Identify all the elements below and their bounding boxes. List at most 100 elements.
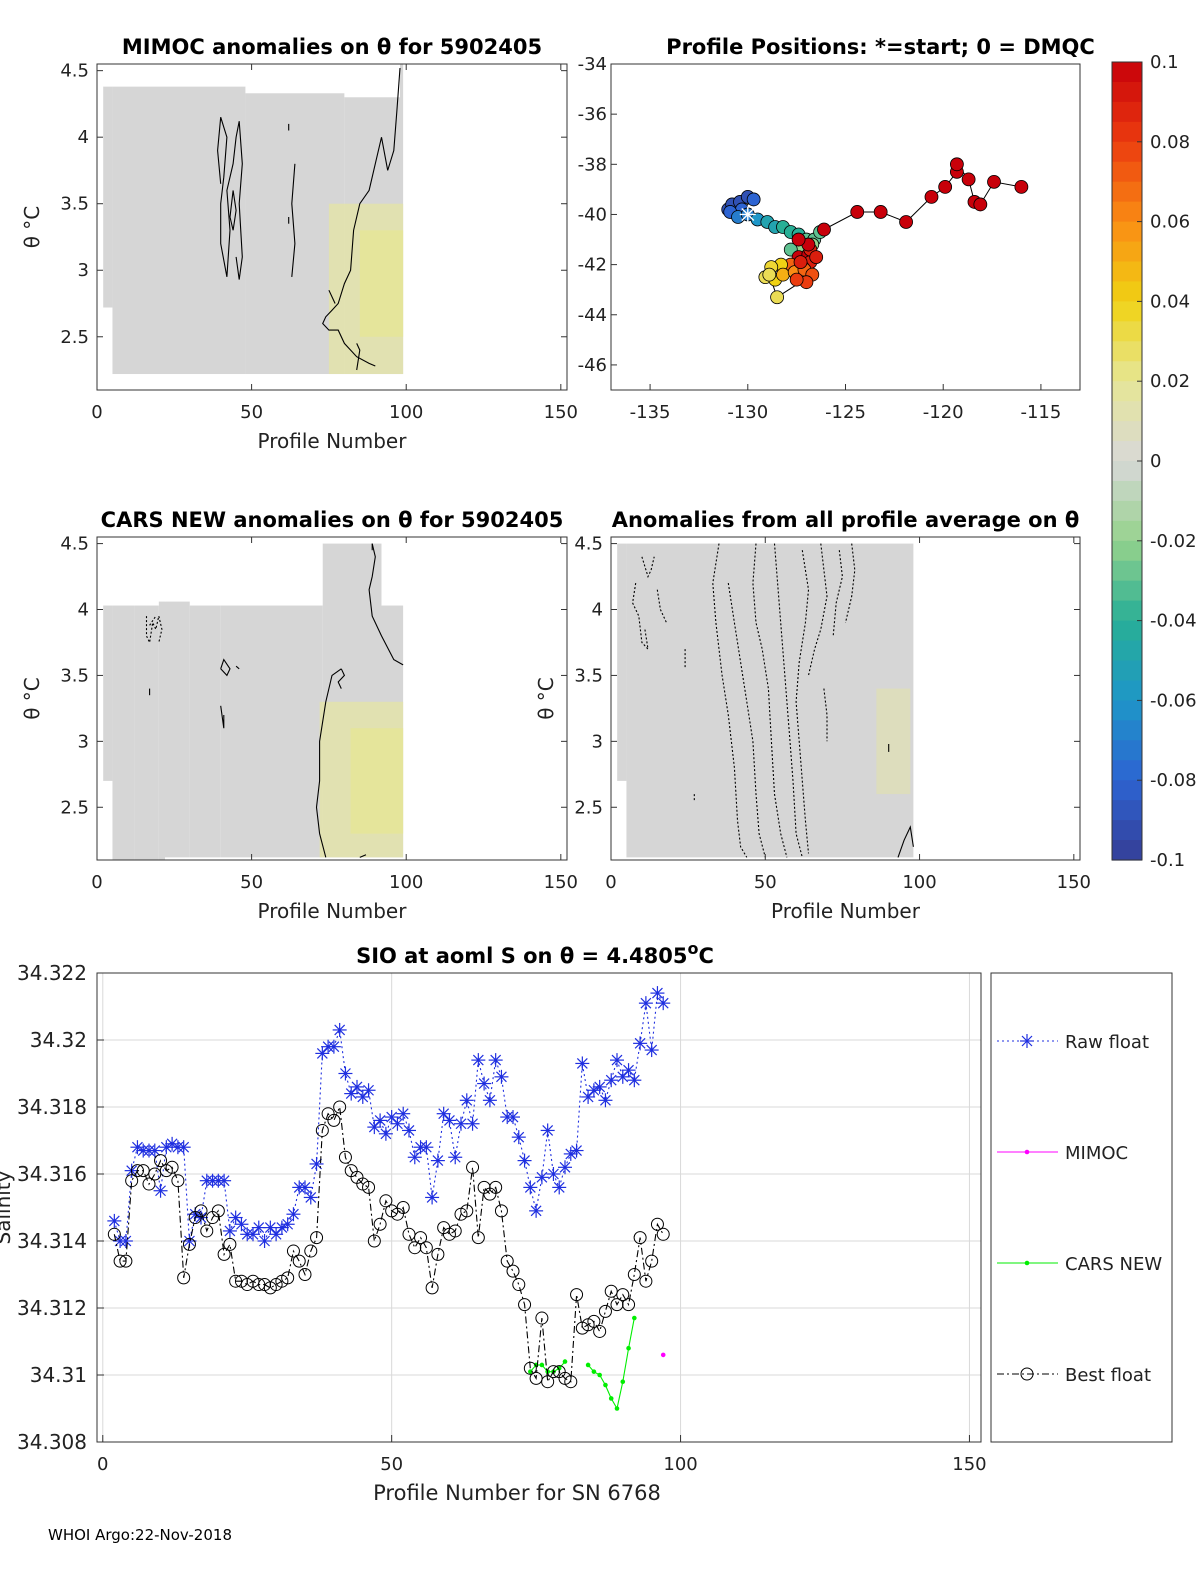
x-axis-label: Profile Number for SN 6768: [373, 1481, 661, 1505]
series-line: [113, 1104, 664, 1384]
raw-float-point: [257, 1234, 272, 1248]
raw-float-point-stroke: [155, 1185, 166, 1197]
raw-float-point-stroke: [357, 1091, 369, 1103]
profile-position-point: [850, 205, 865, 219]
x-axis-label: Profile Number: [771, 899, 921, 923]
best-float-point: [650, 1217, 664, 1231]
best-float-point: [142, 1177, 156, 1191]
colorbar-cell: [1112, 81, 1142, 103]
colorbar-cell: [1112, 261, 1142, 283]
colorbar-cell: [1112, 560, 1142, 582]
x-tick-label: 150: [1057, 872, 1091, 893]
y-tick-label: 34.308: [17, 1430, 87, 1454]
best-float-point: [494, 1204, 508, 1218]
y-tick-label: -36: [578, 104, 607, 125]
contour-line: [149, 615, 157, 626]
raw-float-point-stroke: [605, 1074, 617, 1086]
raw-float-point-stroke: [270, 1228, 282, 1240]
raw-float-point-stroke: [640, 997, 652, 1009]
raw-float-point-stroke: [253, 1222, 265, 1234]
best-float-point: [593, 1324, 607, 1338]
best-float-point: [645, 1254, 659, 1268]
raw-float-point: [482, 1093, 497, 1108]
raw-float-point: [494, 1069, 509, 1084]
raw-float-point-stroke: [657, 997, 669, 1009]
profile-position-point: [973, 197, 988, 212]
raw-float-point-stroke: [559, 1161, 571, 1173]
colorbar-cell: [1112, 62, 1142, 83]
best-float-point: [177, 1271, 191, 1285]
chart-title: Profile Positions: *=start; 0 = DMQC: [666, 35, 1095, 59]
best-float-point: [211, 1204, 225, 1218]
best-float-point: [570, 1288, 584, 1302]
colorbar-cell: [1112, 281, 1142, 302]
axes-box: [610, 536, 1081, 861]
raw-float-point: [338, 1066, 353, 1081]
y-tick-label: -38: [578, 154, 607, 175]
contour-line: [291, 163, 296, 277]
field-cell: [876, 688, 911, 795]
legend-marker: [1020, 1367, 1034, 1381]
y-tick-label: 4: [78, 600, 89, 621]
best-float-point: [627, 1268, 641, 1281]
best-float-point: [425, 1281, 439, 1295]
raw-float-point: [419, 1140, 434, 1155]
best-float-point: [194, 1204, 208, 1218]
y-tick-label: 3.5: [60, 665, 89, 686]
y-tick-label: 34.32: [30, 1028, 87, 1052]
raw-float-point-stroke: [345, 1088, 357, 1100]
field-cell: [165, 601, 190, 858]
raw-float-point-stroke: [455, 1118, 467, 1130]
raw-float-point: [425, 1190, 440, 1205]
y-tick-label: -42: [578, 255, 607, 276]
contour-line: [328, 289, 336, 304]
raw-float-point-stroke: [449, 1151, 461, 1163]
raw-float-point: [436, 1106, 451, 1121]
cars-new-point: [603, 1382, 608, 1388]
best-float-point: [622, 1298, 636, 1312]
y-tick-label: 34.314: [17, 1229, 87, 1253]
best-float-point: [182, 1237, 196, 1251]
best-float-point: [396, 1201, 410, 1214]
raw-float-point-stroke: [328, 1041, 340, 1053]
y-tick-label: 34.312: [17, 1296, 87, 1320]
x-tick-label: -135: [630, 402, 671, 423]
raw-float-point-stroke: [623, 1064, 634, 1076]
raw-float-point: [610, 1053, 624, 1068]
raw-float-point: [459, 1093, 474, 1108]
colorbar: 0.1 0.08 0.06 0.04 0.02 0 -0.02 -0.04 -0.06 -0.08…: [1111, 52, 1197, 871]
raw-float-point-stroke: [230, 1212, 242, 1223]
x-tick-label: 50: [754, 872, 777, 893]
y-tick-label: -34: [578, 54, 607, 75]
raw-float-point-stroke: [189, 1208, 201, 1220]
y-tick-label: -40: [578, 204, 607, 225]
profile-position-point: [793, 255, 808, 270]
y-tick-label: 3: [592, 731, 603, 752]
start-marker: [739, 206, 756, 223]
panel-cars: 0 50 100 150 2.5 3 3.5 4 4.5 CARS NEW anomalies o…: [20, 508, 578, 923]
x-tick-label: 0: [605, 872, 616, 893]
legend: Raw float MIMOC CARS NEW Best float: [990, 972, 1173, 1443]
raw-float-point-stroke: [363, 1084, 374, 1096]
field-cell: [359, 230, 404, 337]
raw-float-point-stroke: [392, 1118, 403, 1130]
raw-float-point-stroke: [634, 1037, 646, 1049]
raw-float-point: [546, 1167, 561, 1181]
contour-line: [229, 190, 237, 231]
raw-float-point-stroke: [507, 1111, 519, 1123]
raw-float-point: [448, 1150, 463, 1165]
field-cell: [626, 543, 914, 858]
raw-float-point: [615, 1069, 630, 1084]
y-tick-label: 34.318: [17, 1095, 87, 1119]
field-cell: [112, 605, 135, 860]
raw-float-point: [540, 1123, 555, 1138]
legend-label: MIMOC: [1065, 1143, 1128, 1164]
colorbar-tick-label: 0.04: [1150, 291, 1190, 312]
contour-line: [897, 825, 914, 858]
chart-title: SIO at aoml S on θ = 4.4805oC: [356, 939, 714, 968]
y-tick-label: 4: [78, 127, 89, 148]
best-float-point: [587, 1314, 601, 1328]
x-tick-label: 100: [902, 872, 936, 893]
cars-new-point: [562, 1359, 568, 1364]
x-axis-label: Profile Number: [258, 899, 408, 923]
